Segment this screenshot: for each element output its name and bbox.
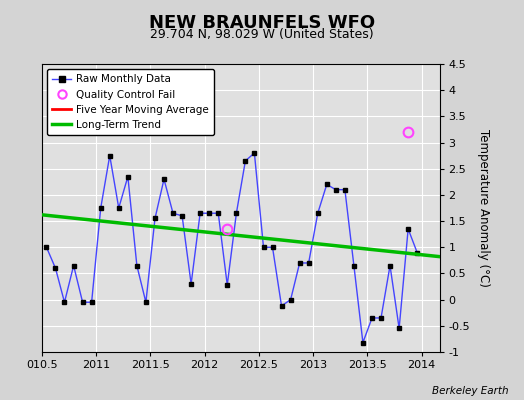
Raw Monthly Data	[369, 316, 375, 320]
Text: 29.704 N, 98.029 W (United States): 29.704 N, 98.029 W (United States)	[150, 28, 374, 41]
Raw Monthly Data	[387, 263, 393, 268]
Raw Monthly Data	[351, 263, 357, 268]
Raw Monthly Data	[97, 206, 104, 210]
Raw Monthly Data	[314, 211, 321, 216]
Raw Monthly Data	[378, 316, 384, 320]
Raw Monthly Data	[197, 211, 203, 216]
Text: Berkeley Earth: Berkeley Earth	[432, 386, 508, 396]
Raw Monthly Data	[116, 206, 122, 210]
Raw Monthly Data	[242, 158, 248, 163]
Raw Monthly Data	[80, 300, 86, 305]
Raw Monthly Data	[152, 216, 158, 221]
Raw Monthly Data	[179, 214, 185, 218]
Raw Monthly Data	[360, 340, 366, 345]
Raw Monthly Data	[278, 304, 285, 308]
Raw Monthly Data	[52, 266, 59, 271]
Raw Monthly Data	[251, 151, 257, 156]
Raw Monthly Data	[269, 245, 276, 250]
Raw Monthly Data	[89, 300, 95, 305]
Raw Monthly Data	[43, 245, 50, 250]
Raw Monthly Data	[106, 153, 113, 158]
Raw Monthly Data	[288, 297, 294, 302]
Raw Monthly Data	[333, 187, 339, 192]
Raw Monthly Data	[324, 182, 330, 187]
Raw Monthly Data	[70, 263, 77, 268]
Raw Monthly Data	[224, 282, 231, 287]
Line: Raw Monthly Data: Raw Monthly Data	[45, 151, 419, 345]
Raw Monthly Data	[233, 211, 239, 216]
Raw Monthly Data	[170, 211, 176, 216]
Raw Monthly Data	[143, 300, 149, 305]
Raw Monthly Data	[134, 263, 140, 268]
Raw Monthly Data	[206, 211, 212, 216]
Raw Monthly Data	[342, 187, 348, 192]
Raw Monthly Data	[215, 211, 222, 216]
Raw Monthly Data	[125, 174, 131, 179]
Raw Monthly Data	[61, 300, 68, 305]
Raw Monthly Data	[161, 177, 167, 182]
Legend: Raw Monthly Data, Quality Control Fail, Five Year Moving Average, Long-Term Tren: Raw Monthly Data, Quality Control Fail, …	[47, 69, 214, 135]
Raw Monthly Data	[414, 250, 420, 255]
Raw Monthly Data	[405, 226, 411, 231]
Raw Monthly Data	[260, 245, 267, 250]
Raw Monthly Data	[396, 326, 402, 331]
Y-axis label: Temperature Anomaly (°C): Temperature Anomaly (°C)	[476, 129, 489, 287]
Text: NEW BRAUNFELS WFO: NEW BRAUNFELS WFO	[149, 14, 375, 32]
Raw Monthly Data	[297, 260, 303, 265]
Raw Monthly Data	[305, 260, 312, 265]
Raw Monthly Data	[188, 282, 194, 286]
